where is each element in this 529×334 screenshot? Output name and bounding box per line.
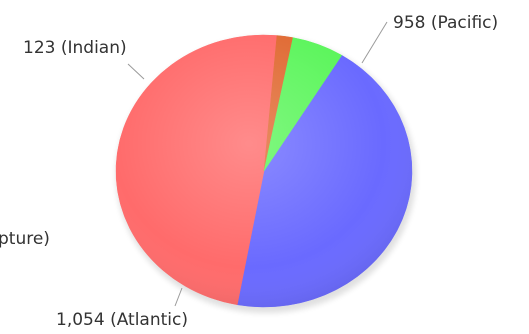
pacific-leader-line: [361, 21, 388, 64]
capture-slice-label: pture): [0, 229, 50, 249]
slice-labels: 958 (Pacific) 123 (Indian) pture) 1,054 …: [0, 13, 498, 330]
pacific-slice-label: 958 (Pacific): [393, 13, 498, 33]
atlantic-leader-line: [174, 287, 183, 307]
indian-leader-line: [127, 63, 145, 80]
pie-shading: [116, 35, 412, 307]
indian-slice-label: 123 (Indian): [23, 38, 127, 58]
atlantic-slice-label: 1,054 (Atlantic): [56, 310, 188, 330]
leader-lines: [127, 21, 388, 307]
